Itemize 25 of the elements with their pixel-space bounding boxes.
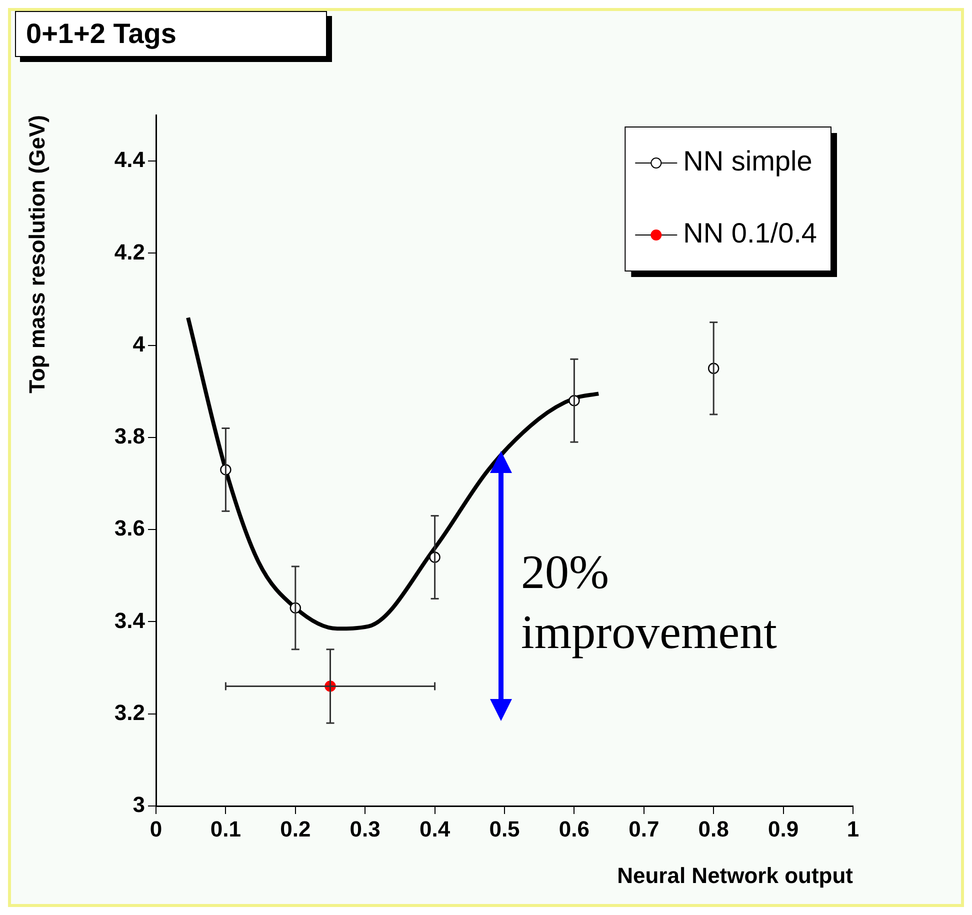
legend-label: NN 0.1/0.4 bbox=[683, 218, 818, 249]
y-tick-label: 3.8 bbox=[114, 424, 145, 449]
x-axis-title: Neural Network output bbox=[617, 862, 854, 888]
x-tick-label: 0.1 bbox=[210, 816, 241, 842]
x-tick-label: 0.8 bbox=[698, 816, 729, 842]
x-tick-label: 0 bbox=[150, 816, 162, 842]
x-tick-label: 0.4 bbox=[420, 816, 451, 842]
y-tick-label: 3.4 bbox=[114, 608, 146, 633]
y-tick-label: 4 bbox=[132, 331, 146, 356]
x-tick-label: 0.7 bbox=[628, 816, 660, 842]
y-tick-label: 3.6 bbox=[114, 516, 145, 541]
x-tick-label: 0.6 bbox=[558, 816, 590, 842]
chart-title: 0+1+2 Tags bbox=[15, 11, 327, 57]
x-tick-label: 0.5 bbox=[489, 816, 520, 842]
annotation: 20% improvement bbox=[521, 545, 778, 661]
y-tick-label: 3.2 bbox=[114, 700, 145, 725]
legend-label: NN simple bbox=[683, 146, 812, 177]
y-tick-label: 3 bbox=[132, 792, 145, 818]
x-tick-label: 0.9 bbox=[768, 816, 799, 842]
x-tick-label: 0.3 bbox=[350, 816, 380, 842]
x-tick-label: 0.2 bbox=[280, 816, 311, 842]
y-tick-label: 4.2 bbox=[114, 239, 145, 264]
y-tick-label: 4.4 bbox=[114, 147, 146, 172]
x-tick-label: 1 bbox=[846, 816, 860, 842]
y-axis-title: Top mass resolution (GeV) bbox=[24, 115, 50, 394]
